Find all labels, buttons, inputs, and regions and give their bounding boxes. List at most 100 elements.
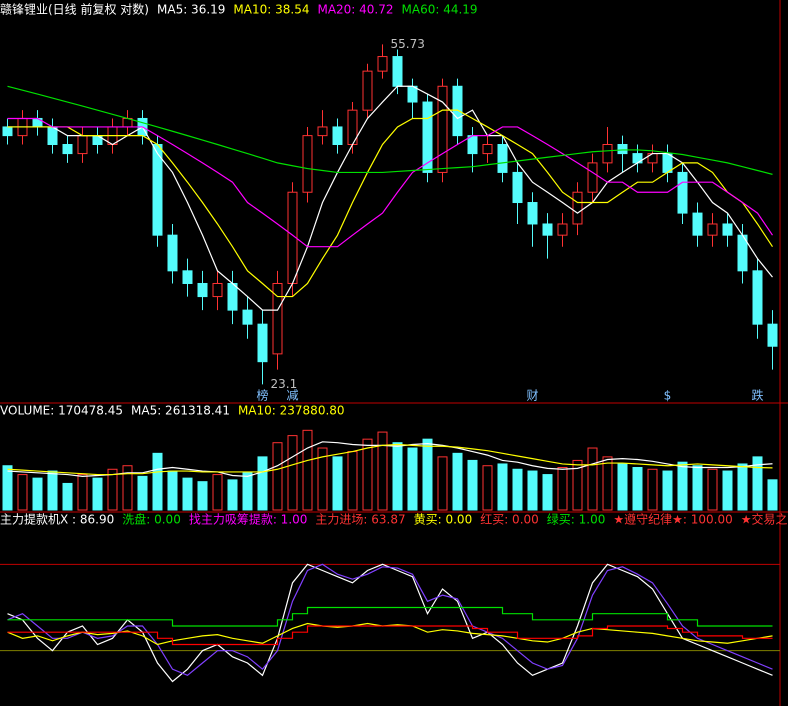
candle-body <box>47 126 58 146</box>
volume-bar <box>452 452 463 511</box>
candle-body <box>77 135 88 155</box>
volume-bar <box>242 472 253 511</box>
candle-body <box>527 202 538 225</box>
candle-body <box>677 171 688 214</box>
event-marker: 榜 <box>256 388 268 403</box>
header-text: MA5: 36.19 <box>157 3 225 17</box>
volume-bar <box>197 481 208 511</box>
volume-bar <box>617 463 628 511</box>
volume-bar <box>557 467 568 511</box>
volume-bar <box>62 482 73 511</box>
candle-body <box>212 282 223 298</box>
candle-body <box>332 126 343 146</box>
low-label: 23.1 <box>271 377 298 391</box>
volume-bar <box>317 447 328 511</box>
candle-body <box>302 135 313 193</box>
indicator-line <box>7 622 773 646</box>
candle-body <box>542 223 553 236</box>
volume-bar <box>107 468 118 511</box>
header-text: MA5: 261318.41 <box>131 404 230 418</box>
candle-body <box>557 223 568 236</box>
candle-body <box>377 56 388 72</box>
header-text: 洗盘: 0.00 <box>122 512 181 527</box>
volume-bar <box>722 470 733 511</box>
candle-body <box>422 101 433 173</box>
indicator-line <box>7 563 773 683</box>
candle-body <box>497 144 508 173</box>
indicator-line <box>7 441 773 477</box>
candle-body <box>197 282 208 298</box>
volume-bar <box>227 479 238 511</box>
candle-body <box>392 56 403 87</box>
volume-bar <box>137 475 148 511</box>
candle-body <box>512 171 523 204</box>
volume-bar <box>632 467 643 511</box>
header-text: 主力进场: 63.87 <box>315 513 405 527</box>
volume-bar <box>692 465 703 511</box>
volume-bar <box>32 477 43 511</box>
header-text: 赣锋锂业(日线 前复权 对数) <box>0 2 149 17</box>
candle-body <box>692 212 703 236</box>
volume-bar <box>257 456 268 511</box>
event-marker: $ <box>664 389 672 403</box>
volume-bar <box>92 477 103 511</box>
candle-body <box>452 85 463 137</box>
volume-bar <box>182 477 193 511</box>
volume-bar <box>287 435 298 511</box>
header-text: 黄买: 0.00 <box>414 513 473 527</box>
volume-bar <box>497 463 508 511</box>
volume-bar <box>527 470 538 511</box>
candle-body <box>62 144 73 155</box>
volume-bar <box>512 468 523 511</box>
volume-bar <box>392 442 403 511</box>
volume-bar <box>212 474 223 511</box>
candle-body <box>362 70 373 111</box>
volume-bar <box>602 456 613 511</box>
header-text: MA10: 237880.80 <box>238 404 345 418</box>
candle-body <box>437 85 448 173</box>
indicator-line <box>7 117 773 248</box>
high-label: 55.73 <box>391 37 425 51</box>
candle-body <box>257 323 268 363</box>
volume-bar <box>707 468 718 511</box>
candle-body <box>722 223 733 236</box>
volume-bar <box>542 474 553 511</box>
indicator-line <box>7 625 773 646</box>
candle-body <box>2 126 13 137</box>
candle-body <box>707 223 718 236</box>
indicator-line <box>7 85 773 311</box>
indicator-line <box>7 563 773 677</box>
candle-body <box>602 144 613 164</box>
volume-bar <box>377 431 388 511</box>
candle-body <box>482 144 493 155</box>
candle-body <box>587 162 598 193</box>
candle-body <box>767 323 778 347</box>
volume-bar <box>152 452 163 511</box>
event-marker: 减 <box>286 389 298 403</box>
header-text: 绿买: 1.00 <box>547 512 606 527</box>
header-text: VOLUME: 170478.45 <box>0 404 123 418</box>
indicator-line <box>7 85 773 175</box>
volume-bar <box>272 442 283 511</box>
volume-bar <box>437 456 448 511</box>
volume-bar <box>737 463 748 511</box>
event-marker: 跌 <box>751 388 763 403</box>
candle-body <box>617 144 628 155</box>
volume-bar <box>572 459 583 511</box>
candle-body <box>167 234 178 272</box>
candle-body <box>182 270 193 284</box>
volume-bar <box>122 465 133 511</box>
candle-body <box>227 282 238 311</box>
volume-bar <box>752 456 763 511</box>
volume-bar <box>647 468 658 511</box>
indicator-line <box>7 606 773 627</box>
volume-bar <box>347 451 358 511</box>
candle-body <box>662 153 673 173</box>
volume-bar <box>482 465 493 511</box>
volume-bar <box>587 447 598 511</box>
volume-bar <box>17 474 28 511</box>
volume-bar <box>422 438 433 511</box>
candle-body <box>272 282 283 355</box>
